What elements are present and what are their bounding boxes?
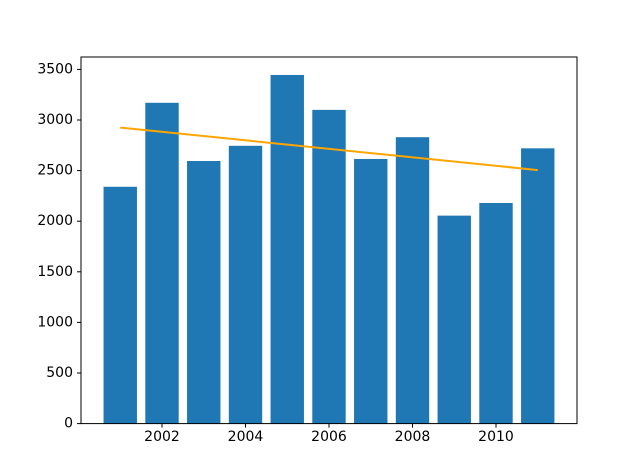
bar-2008 (395, 137, 430, 424)
y-tick-label-0: 0 (64, 416, 73, 432)
bar-2011 (521, 148, 555, 424)
bar-2002 (145, 102, 179, 424)
bars-group (103, 74, 555, 424)
plot-border (80, 56, 578, 425)
trend-line-group (120, 126, 538, 172)
y-tick-label-1500: 1500 (37, 264, 73, 280)
y-tick-label-3000: 3000 (37, 112, 73, 128)
bar-2009 (437, 215, 471, 424)
x-tick-label-2006: 2006 (311, 429, 347, 445)
bar-2006 (312, 109, 346, 424)
bar-2003 (187, 160, 221, 424)
bar-2004 (228, 145, 263, 424)
y-tick-label-2500: 2500 (37, 163, 73, 179)
y-axis: 0 500 1000 1500 2000 2500 3000 3500 (37, 61, 81, 432)
bar-2001 (103, 186, 137, 424)
x-tick-label-2002: 2002 (144, 429, 180, 445)
x-tick-label-2008: 2008 (395, 429, 431, 445)
bar-2005 (270, 74, 304, 424)
y-tick-label-500: 500 (46, 365, 73, 381)
trend-line (120, 126, 538, 172)
x-tick-label-2004: 2004 (228, 429, 264, 445)
x-tick-label-2010: 2010 (478, 429, 514, 445)
y-tick-label-2000: 2000 (37, 213, 73, 229)
y-tick-label-3500: 3500 (37, 61, 73, 77)
bar-2007 (354, 158, 388, 424)
y-tick-label-1000: 1000 (37, 314, 73, 330)
x-axis: 2002 2004 2006 2008 2010 (144, 423, 514, 445)
bar-2010 (479, 202, 513, 424)
